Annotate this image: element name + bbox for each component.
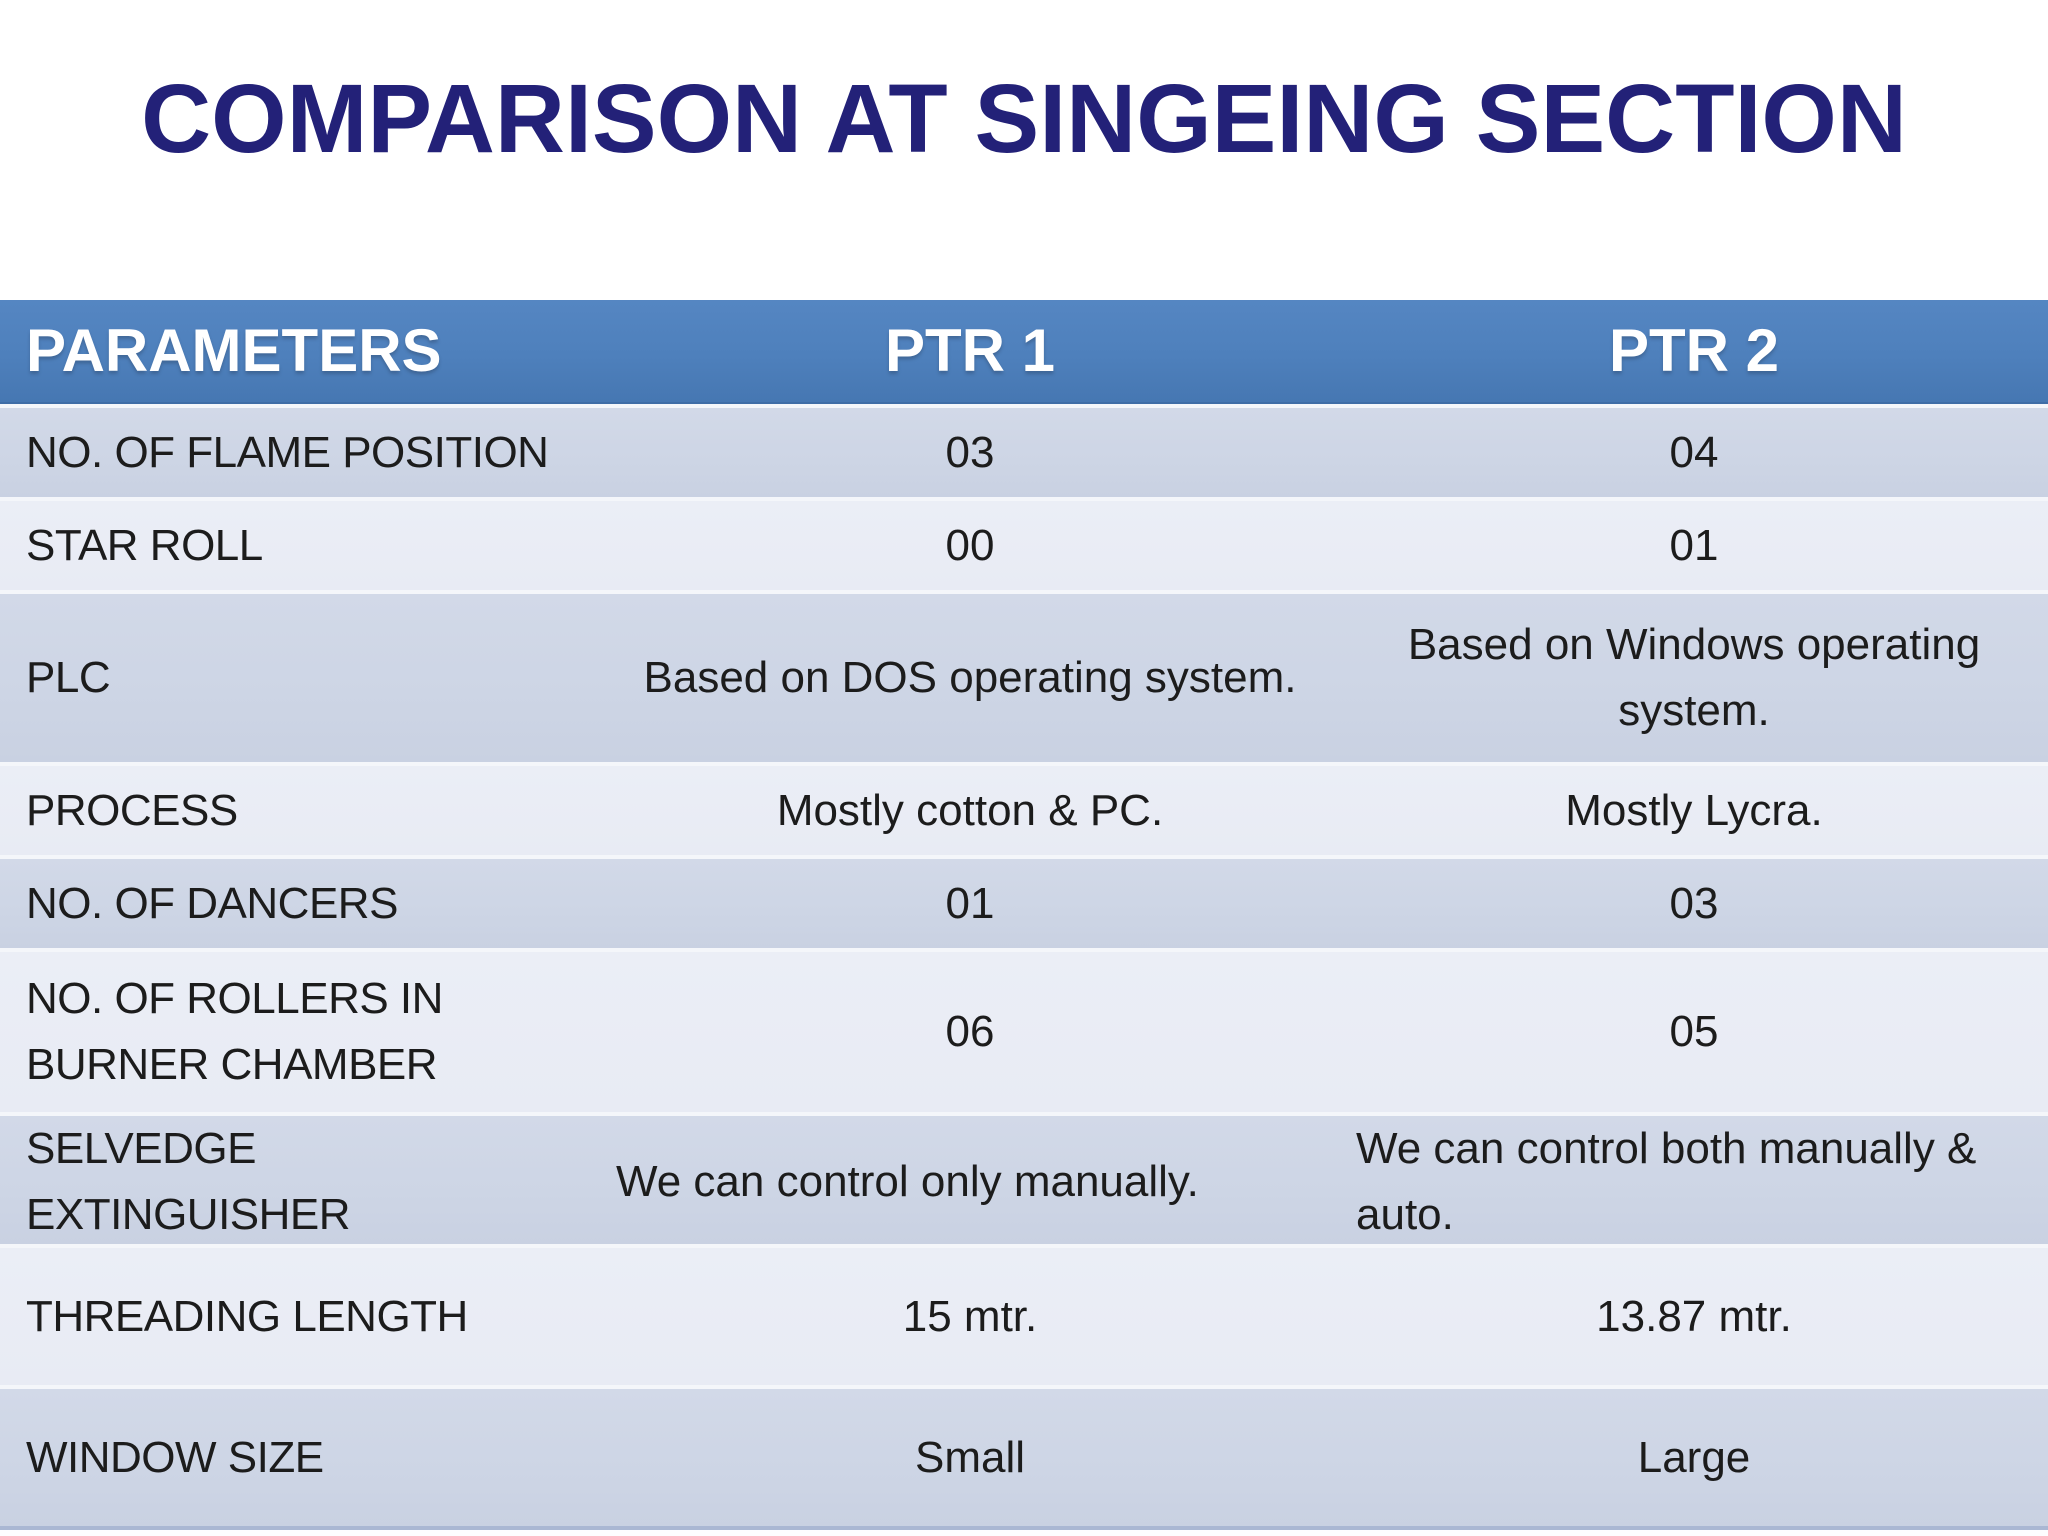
- table-row: PLC Based on DOS operating system. Based…: [0, 590, 2048, 762]
- table-row: NO. OF DANCERS 01 03: [0, 855, 2048, 948]
- bottom-border-line: [0, 1526, 2048, 1530]
- param-cell: THREADING LENGTH: [26, 1291, 468, 1341]
- ptr2-cell: We can control both manually & auto.: [1356, 1124, 1977, 1239]
- comparison-table: PARAMETERS PTR 1 PTR 2 NO. OF FLAME POSI…: [0, 300, 2048, 1526]
- table-header-row: PARAMETERS PTR 1 PTR 2: [0, 300, 2048, 404]
- param-cell: STAR ROLL: [26, 520, 263, 570]
- ptr1-cell: 00: [945, 520, 995, 570]
- header-parameters: PARAMETERS: [26, 317, 442, 384]
- ptr2-cell: Mostly Lycra.: [1565, 785, 1823, 835]
- header-ptr2: PTR 2: [1608, 317, 1780, 384]
- ptr1-cell: We can control only manually.: [616, 1157, 1199, 1206]
- ptr2-cell: 13.87 mtr.: [1596, 1291, 1792, 1341]
- param-cell: NO. OF DANCERS: [26, 878, 398, 928]
- table-row: PROCESS Mostly cotton & PC. Mostly Lycra…: [0, 762, 2048, 855]
- param-cell: NO. OF ROLLERS IN BURNER CHAMBER: [26, 974, 443, 1089]
- param-cell: PLC: [26, 653, 111, 702]
- ptr2-cell: 05: [1669, 1007, 1719, 1056]
- table-row: NO. OF FLAME POSITION 03 04: [0, 404, 2048, 497]
- ptr1-cell: 03: [945, 427, 995, 477]
- table-row: SELVEDGE EXTINGUISHER We can control onl…: [0, 1112, 2048, 1244]
- header-ptr1: PTR 1: [884, 317, 1056, 384]
- ptr1-cell: Small: [914, 1432, 1026, 1482]
- table-row: STAR ROLL 00 01: [0, 497, 2048, 590]
- table-row: NO. OF ROLLERS IN BURNER CHAMBER 06 05: [0, 948, 2048, 1112]
- table-row: THREADING LENGTH 15 mtr. 13.87 mtr.: [0, 1244, 2048, 1385]
- ptr1-cell: Mostly cotton & PC.: [776, 785, 1164, 835]
- table-row: WINDOW SIZE Small Large: [0, 1385, 2048, 1526]
- param-cell: WINDOW SIZE: [26, 1432, 324, 1482]
- ptr1-cell: 06: [945, 1007, 995, 1056]
- slide-title: COMPARISON AT SINGEING SECTION: [141, 64, 1907, 173]
- bottom-edge-strip: [0, 1530, 2048, 1536]
- ptr1-cell: 15 mtr.: [902, 1291, 1038, 1341]
- param-cell: PROCESS: [26, 785, 238, 835]
- ptr2-cell: 01: [1669, 520, 1719, 570]
- ptr2-cell: Large: [1637, 1432, 1751, 1482]
- ptr2-cell: 04: [1669, 427, 1719, 477]
- param-cell: NO. OF FLAME POSITION: [26, 427, 549, 477]
- ptr2-cell: Based on Windows operating system.: [1407, 620, 1981, 735]
- ptr1-cell: Based on DOS operating system.: [643, 653, 1297, 702]
- ptr2-cell: 03: [1669, 878, 1719, 928]
- param-cell: SELVEDGE EXTINGUISHER: [26, 1124, 351, 1239]
- ptr1-cell: 01: [945, 878, 995, 928]
